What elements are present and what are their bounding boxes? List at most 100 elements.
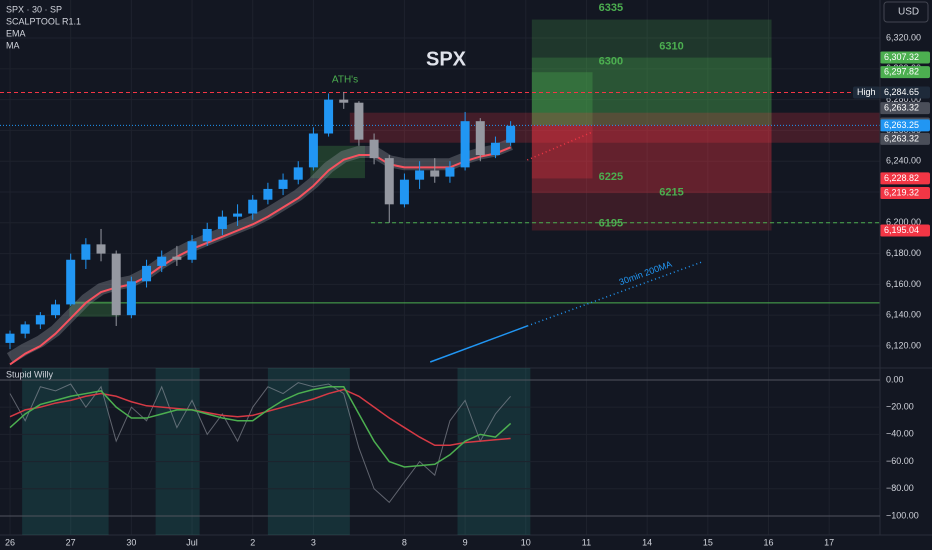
candle-body [248, 199, 258, 214]
x-tick-label: 26 [5, 537, 15, 547]
candle-body [278, 179, 288, 189]
x-tick-label: Jul [186, 537, 198, 547]
price-label-box [880, 187, 930, 200]
indicator: SCALPTOOL R1.1 [6, 16, 81, 26]
price-label: 6,195.04 [884, 225, 919, 235]
zone [531, 57, 772, 126]
osc-tick-label: 0.00 [886, 374, 904, 384]
osc-line [9, 386, 512, 468]
x-tick-label: 15 [703, 537, 713, 547]
candle-body [35, 315, 45, 325]
candle-body [96, 244, 106, 254]
ma200-line [429, 325, 528, 363]
zone [531, 125, 772, 194]
candle-body [506, 125, 516, 143]
candle-body [172, 256, 182, 260]
candle-body [187, 241, 197, 260]
candle-body [217, 216, 227, 229]
x-tick-label: 10 [521, 537, 531, 547]
candle-body [293, 167, 303, 180]
candle-body [20, 324, 30, 334]
ma200-projection [527, 261, 703, 327]
y-tick-label: 6,180.00 [886, 248, 921, 258]
candle-body [202, 228, 212, 242]
x-tick-label: 8 [402, 537, 407, 547]
zone [349, 112, 880, 143]
zone [531, 72, 593, 126]
candle-body [308, 133, 318, 168]
currency[interactable]: USD [898, 7, 919, 18]
candle-body [81, 244, 91, 260]
level-label: 6310 [659, 40, 683, 52]
y-tick-label: 6,140.00 [886, 310, 921, 320]
y-tick-label: 6,240.00 [886, 156, 921, 166]
zone [531, 19, 772, 126]
price-label: 6,284.65 [884, 87, 919, 97]
currency-button[interactable] [883, 1, 929, 23]
level-label: 6195 [599, 217, 623, 229]
candle-body [399, 179, 409, 205]
candle-body [5, 333, 15, 343]
price-label: 6,228.82 [884, 173, 919, 183]
price-label-box [880, 66, 930, 79]
level-label: 6225 [599, 171, 623, 183]
osc-tick-label: −100.00 [886, 510, 919, 520]
candle-body [263, 188, 273, 200]
candle-body [460, 121, 470, 168]
candle-body [369, 139, 379, 159]
osc-line [9, 382, 511, 504]
y-tick-label: 6,320.00 [886, 32, 921, 42]
candle-body [354, 102, 364, 140]
candle-body [157, 256, 167, 266]
zone [531, 125, 772, 231]
x-tick-label: 2 [250, 537, 255, 547]
candle-body [384, 158, 394, 205]
price-label: 6,219.32 [884, 187, 919, 197]
price-label: 6,297.82 [884, 67, 919, 77]
osc-tick-label: −40.00 [886, 429, 914, 439]
x-tick-label: 17 [824, 537, 834, 547]
price-label-box [880, 119, 930, 132]
osc-tick-label: −80.00 [886, 483, 914, 493]
annotation: ATH's [332, 75, 358, 86]
y-tick-label: 6,160.00 [886, 279, 921, 289]
high-label: High [857, 87, 876, 97]
osc-tick-label: −60.00 [886, 456, 914, 466]
x-tick-label: 11 [582, 537, 591, 547]
candle-body [324, 99, 334, 134]
candle-body [111, 253, 121, 316]
osc-title: Stupid Willy [6, 369, 54, 379]
price-label-box [880, 102, 930, 115]
x-tick-label: 30 [126, 537, 136, 547]
price-label: 6,263.32 [884, 133, 919, 143]
price-label-box [880, 224, 930, 237]
price-label: 6,263.25 [884, 120, 919, 130]
osc-tick-label: −20.00 [886, 402, 914, 412]
candle-body [430, 170, 440, 177]
y-tick-label: 6,280.00 [886, 94, 921, 104]
price-label-box [880, 86, 930, 99]
price-label: 6,307.32 [884, 52, 919, 62]
candle-body [66, 259, 76, 305]
highlight [22, 368, 109, 535]
zone [531, 125, 593, 179]
indicator: MA [6, 40, 20, 50]
x-tick-label: 27 [66, 537, 76, 547]
candle-body [126, 281, 136, 316]
candle-body [415, 170, 425, 180]
level-label: 6215 [659, 187, 683, 199]
candle-body [142, 265, 152, 282]
symbol: SPX · 30 · SP [6, 4, 62, 14]
price-label-box [880, 172, 930, 185]
x-tick-label: 3 [311, 537, 316, 547]
candle-body [490, 142, 500, 156]
candle-body [445, 167, 455, 177]
price-label-box [880, 132, 930, 145]
zone [69, 301, 120, 317]
indicator: EMA [6, 28, 26, 38]
zone [310, 145, 365, 179]
